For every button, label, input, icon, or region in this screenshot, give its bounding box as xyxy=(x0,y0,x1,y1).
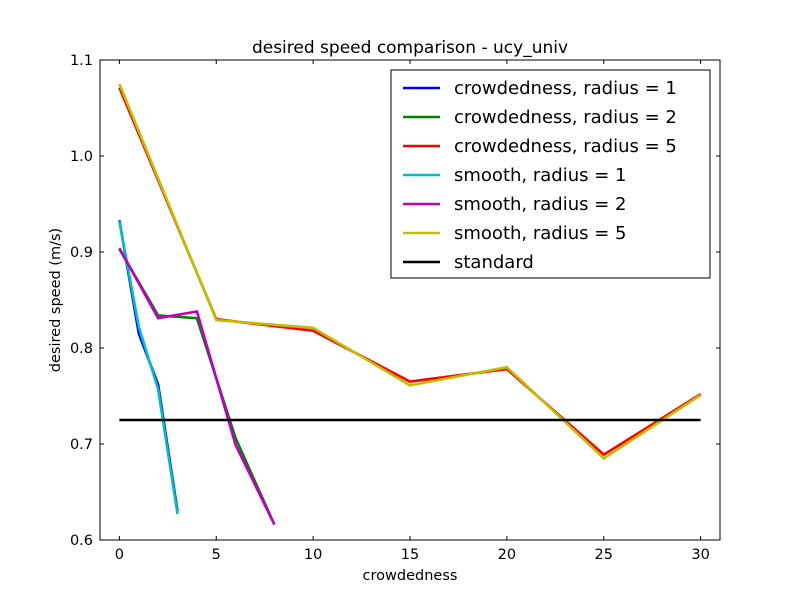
x-tick-label: 30 xyxy=(691,547,709,563)
legend-label: smooth, radius = 1 xyxy=(454,165,626,186)
legend-label: standard xyxy=(454,252,534,273)
x-axis-ticks: 0 5 10 15 20 25 30 xyxy=(115,60,710,563)
plot-lines xyxy=(118,83,702,526)
series-line-5 xyxy=(118,83,702,461)
x-axis-label: crowdedness xyxy=(363,568,458,584)
y-axis-label: desired speed (m/s) xyxy=(48,228,64,372)
y-axis-ticks: 0.6 0.7 0.8 0.9 1.0 1.1 xyxy=(70,53,720,549)
x-tick-label: 10 xyxy=(304,547,322,563)
series-line-3 xyxy=(118,221,179,515)
legend-label: crowdedness, radius = 1 xyxy=(454,78,677,99)
legend-label: crowdedness, radius = 2 xyxy=(454,107,677,128)
x-tick-label: 15 xyxy=(401,547,419,563)
y-tick-label: 1.1 xyxy=(70,53,93,69)
x-tick-label: 5 xyxy=(212,547,221,563)
y-tick-label: 0.6 xyxy=(70,533,93,549)
legend-label: smooth, radius = 5 xyxy=(454,223,626,244)
y-tick-label: 0.8 xyxy=(70,341,93,357)
y-tick-label: 0.9 xyxy=(70,245,93,261)
x-tick-label: 25 xyxy=(595,547,613,563)
y-tick-label: 0.7 xyxy=(70,437,93,453)
legend-label: crowdedness, radius = 5 xyxy=(454,136,677,157)
y-tick-label: 1.0 xyxy=(70,149,93,165)
x-tick-label: 0 xyxy=(115,547,124,563)
legend-label: smooth, radius = 2 xyxy=(454,194,626,215)
legend-box xyxy=(390,69,711,279)
chart-title: desired speed comparison - ucy_univ xyxy=(252,38,568,58)
x-tick-label: 20 xyxy=(498,547,516,563)
series-line-4 xyxy=(118,247,276,526)
legend: crowdedness, radius = 1 crowdedness, radi… xyxy=(390,69,711,279)
